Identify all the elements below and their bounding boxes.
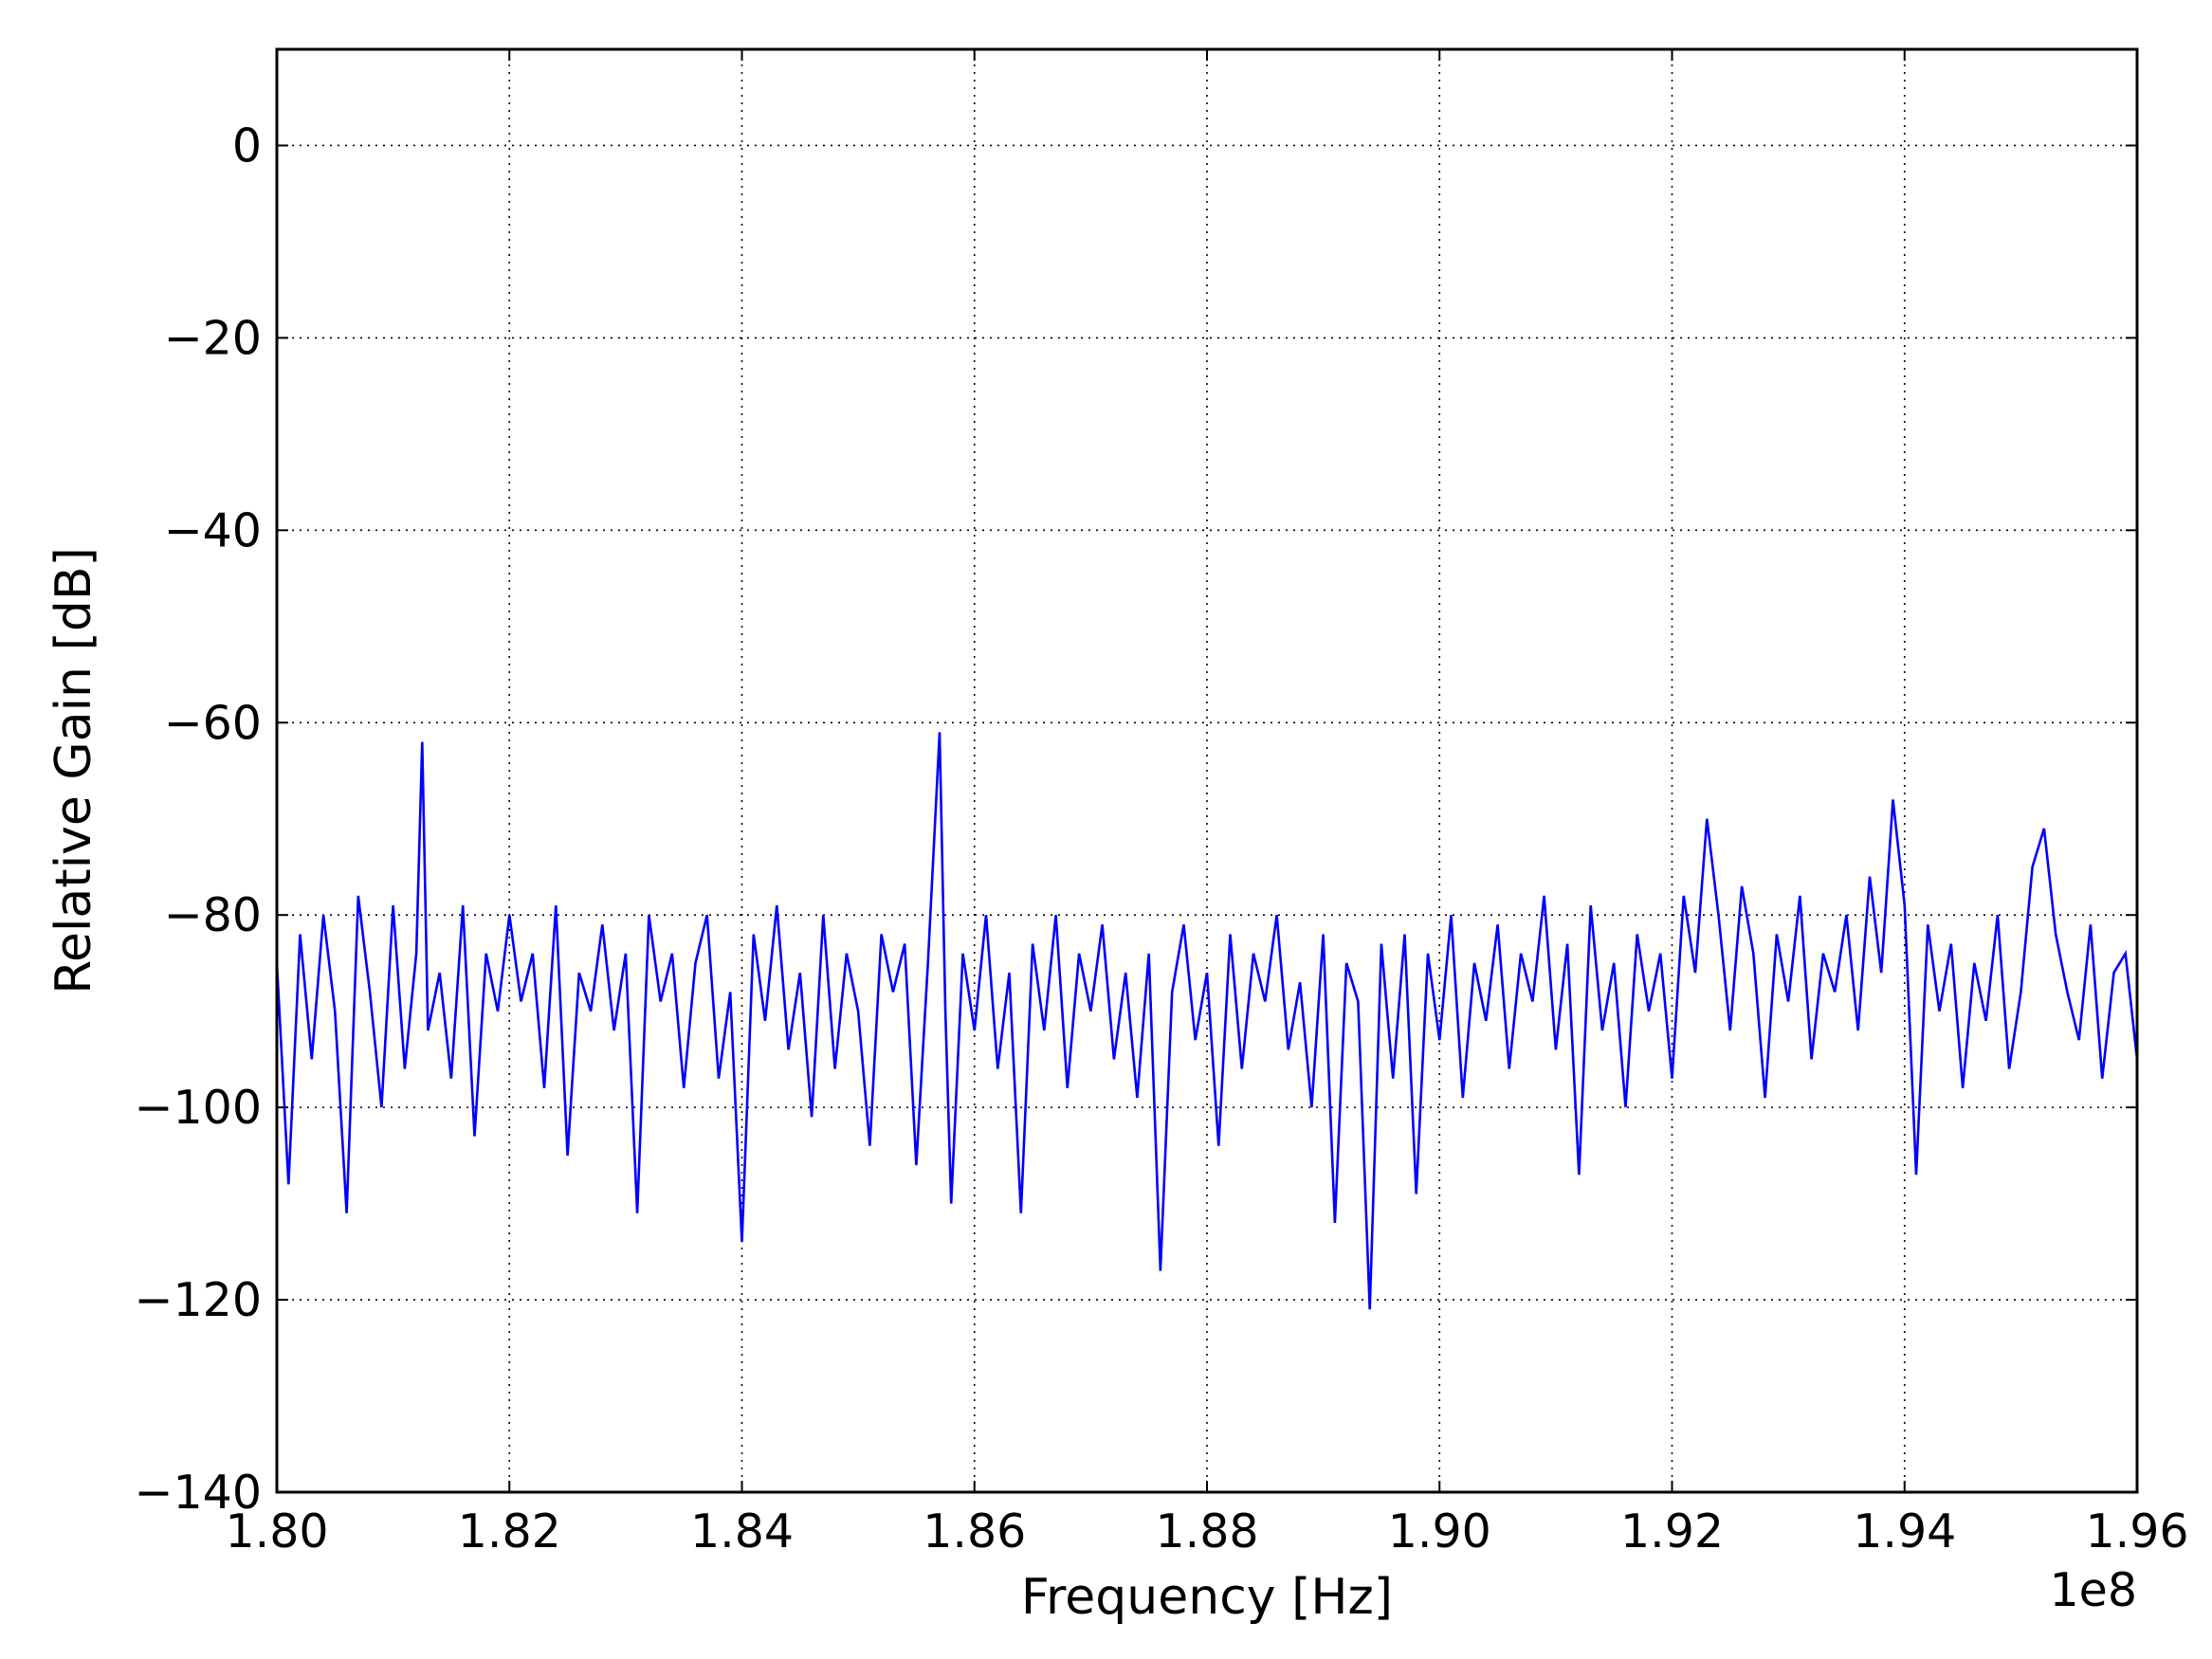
x-tick-label: 1.88	[1155, 1504, 1258, 1559]
y-tick-label: −100	[134, 1081, 262, 1135]
y-tick-label: −20	[164, 311, 262, 365]
y-tick-label: −40	[164, 503, 262, 557]
x-tick-label: 1.92	[1620, 1504, 1724, 1559]
y-tick-label: −80	[164, 888, 262, 942]
x-tick-label: 1.90	[1388, 1504, 1491, 1559]
y-tick-label: −60	[164, 696, 262, 750]
y-tick-label: 0	[232, 118, 262, 173]
x-axis-offset-label: 1e8	[2050, 1563, 2138, 1617]
x-tick-label: 1.86	[923, 1504, 1026, 1559]
tick-labels: 1.80 1.82 1.84 1.86 1.88 1.90 1.92 1.94 1.96 0 −20…	[134, 118, 2188, 1559]
x-tick-label: 1.94	[1853, 1504, 1956, 1559]
y-axis-title: Relative Gain [dB]	[46, 547, 102, 994]
x-tick-label: 1.96	[2085, 1504, 2188, 1559]
x-axis-title: Frequency [Hz]	[1021, 1569, 1393, 1626]
data-series	[275, 732, 2139, 1310]
x-tick-label: 1.84	[690, 1504, 794, 1559]
y-tick-label: −120	[134, 1273, 262, 1327]
y-tick-label: −140	[134, 1466, 262, 1520]
x-tick-label: 1.80	[225, 1504, 328, 1559]
tick-marks	[276, 49, 2138, 1493]
x-tick-label: 1.82	[458, 1504, 561, 1559]
